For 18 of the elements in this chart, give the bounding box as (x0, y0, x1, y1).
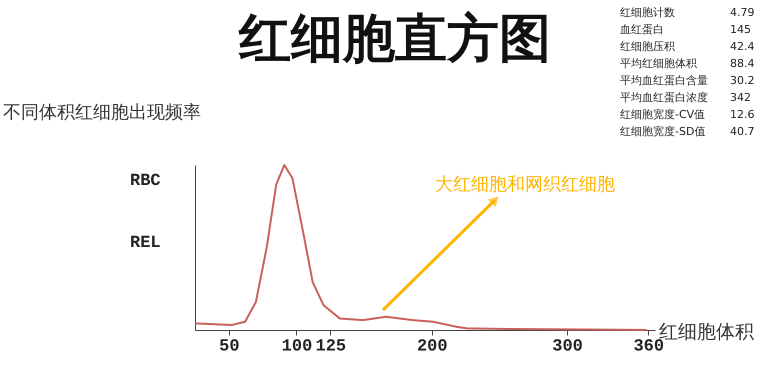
text: RBC REL (130, 172, 161, 253)
text: 红细胞宽度-CV值 12.6 (620, 108, 754, 121)
text: 平均血红蛋白含量 30.2 (620, 74, 754, 87)
x-tick-label: 50 (219, 338, 240, 356)
x-tick-label: 125 (315, 338, 346, 356)
x-tick-label: 360 (633, 338, 664, 356)
text: 血红蛋白 145 (620, 23, 751, 36)
chart-subtitle: 不同体积红细胞出现频率 (3, 102, 201, 123)
text: 红细胞压积 42.4 (620, 40, 754, 53)
text: 平均红细胞体积 88.4 (620, 57, 754, 70)
chart-title: 红细胞直方图 (238, 9, 551, 69)
x-tick-label: 200 (416, 338, 448, 356)
text: 红细胞宽度-SD值 40.7 (620, 125, 754, 138)
text: 红细胞计数 4.79 (620, 6, 754, 19)
x-tick-label: 300 (552, 338, 583, 356)
annotation: 大红细胞和网织红细胞 (435, 174, 615, 195)
text: 平均血红蛋白浓度 342 (620, 91, 751, 104)
x-tick-label: 100 (282, 338, 312, 356)
